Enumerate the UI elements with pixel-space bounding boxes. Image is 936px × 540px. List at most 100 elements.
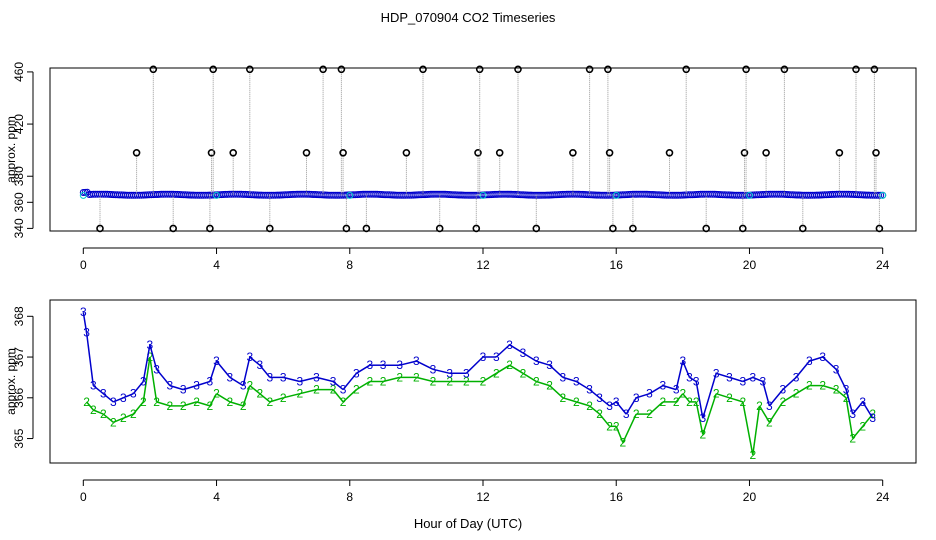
series-line-segment — [682, 360, 691, 378]
series-line-segment — [482, 372, 497, 383]
x-tick-label: 4 — [213, 258, 220, 272]
outlier-point — [362, 224, 371, 233]
series-line-segment — [862, 401, 874, 419]
series-line-segment — [662, 384, 677, 391]
series-line-segment — [132, 381, 144, 395]
series-line-segment — [675, 360, 684, 390]
plot-frame — [49, 299, 917, 464]
y-axis-label: approx. ppm — [4, 116, 18, 183]
series-line-segment — [589, 389, 601, 399]
data-point-label: 2 — [869, 407, 876, 421]
series-line-segment — [649, 384, 664, 395]
y-tick-label: 460 — [12, 62, 26, 82]
series-line-segment — [82, 312, 88, 333]
series-line-segment — [156, 368, 171, 387]
series-line-segment — [249, 385, 261, 395]
series-line-segment — [123, 413, 134, 419]
top-panel: 0 4 8 12 16 20 24 340 360 380 420 460 approx. ppm — [4, 62, 917, 272]
data-point — [479, 191, 487, 199]
x-tick-label: 16 — [610, 490, 624, 504]
bottom-panel: 0 4 8 12 16 20 24 365 366 367 368 approx. ppm 22 22 2 2… — [4, 299, 917, 504]
series-line-segment — [648, 401, 664, 415]
series-line-segment — [283, 392, 300, 399]
figure-title: HDP_070904 CO2 Timeseries — [381, 10, 556, 25]
series-line-segment — [299, 388, 317, 395]
outlier-point — [665, 149, 674, 157]
series-line-segment — [215, 360, 231, 378]
y-tick-label: 365 — [12, 428, 26, 448]
series-line-segment — [149, 344, 158, 370]
series-line-segment — [768, 389, 784, 407]
outlier-point — [246, 65, 254, 74]
series-line-segment — [249, 356, 261, 366]
plot-frame — [49, 67, 917, 232]
y-tick-label: 420 — [12, 114, 26, 134]
series-line-segment — [495, 344, 511, 358]
series-line-segment — [675, 393, 684, 403]
series-line-segment — [216, 393, 231, 403]
outlier-point — [605, 149, 614, 157]
series-line-segment — [729, 397, 744, 403]
x-tick-label: 16 — [610, 258, 624, 272]
y-axis-label: approx. ppm — [4, 348, 18, 415]
series-line-segment — [536, 360, 550, 366]
x-tick-label: 24 — [876, 490, 890, 504]
series-line-segment — [609, 401, 617, 407]
series-line-segment — [416, 360, 434, 370]
outlier-point — [302, 149, 311, 157]
series-line-segment — [695, 381, 704, 419]
outlier-point — [532, 224, 541, 233]
data-point — [746, 191, 753, 199]
series-line-segment — [209, 393, 218, 407]
data-point — [79, 189, 87, 196]
series-line-segment — [729, 376, 744, 383]
outlier-point — [569, 149, 577, 157]
outlier-point — [132, 149, 141, 157]
series-line-segment — [113, 417, 124, 423]
outlier-point — [402, 149, 411, 157]
x-tick-label: 8 — [346, 258, 353, 272]
series-line-segment — [575, 380, 590, 391]
series-line-segment — [332, 389, 344, 403]
outlier-point — [702, 224, 711, 233]
y-tick-label: 380 — [12, 166, 26, 186]
series-line-segment — [169, 384, 184, 391]
series-line-segment — [689, 376, 697, 383]
outlier-point — [514, 65, 522, 74]
series-line-segment — [715, 372, 730, 379]
series-line-segment — [182, 384, 197, 391]
data-point — [875, 191, 883, 199]
series-line-segment — [576, 401, 590, 407]
outlier-point — [872, 149, 880, 157]
series-line-segment — [536, 380, 550, 387]
data-point-label: 3 — [869, 411, 876, 425]
series-line-segment — [416, 376, 434, 383]
series-line-segment — [835, 389, 847, 399]
x-axis-label: Hour of Day (UTC) — [414, 516, 522, 531]
series-line-segment — [242, 385, 251, 407]
x-tick-label: 20 — [743, 490, 757, 504]
series-line-segment — [382, 376, 400, 383]
series-line-segment — [715, 392, 730, 399]
series-line-segment — [132, 401, 144, 415]
outlier-point — [780, 65, 789, 74]
y-tick-label: 368 — [12, 306, 26, 326]
outlier-point — [342, 224, 351, 233]
series-line-segment — [549, 385, 564, 399]
outlier-point — [339, 149, 347, 157]
series-line-segment — [316, 376, 334, 383]
y-tick-label: 367 — [12, 347, 26, 367]
series-line-segment — [113, 397, 124, 403]
series-line-segment — [196, 380, 211, 387]
series-line-segment — [752, 405, 761, 455]
series-line-segment — [356, 364, 371, 374]
series-line-segment — [299, 376, 317, 383]
series-line-segment — [852, 425, 864, 439]
series-line-segment — [852, 401, 864, 415]
series-line-segment — [509, 344, 524, 354]
outlier-point — [738, 224, 747, 233]
series-line-segment — [782, 393, 797, 403]
outlier-point — [419, 65, 427, 74]
series-line-segment — [742, 401, 754, 455]
